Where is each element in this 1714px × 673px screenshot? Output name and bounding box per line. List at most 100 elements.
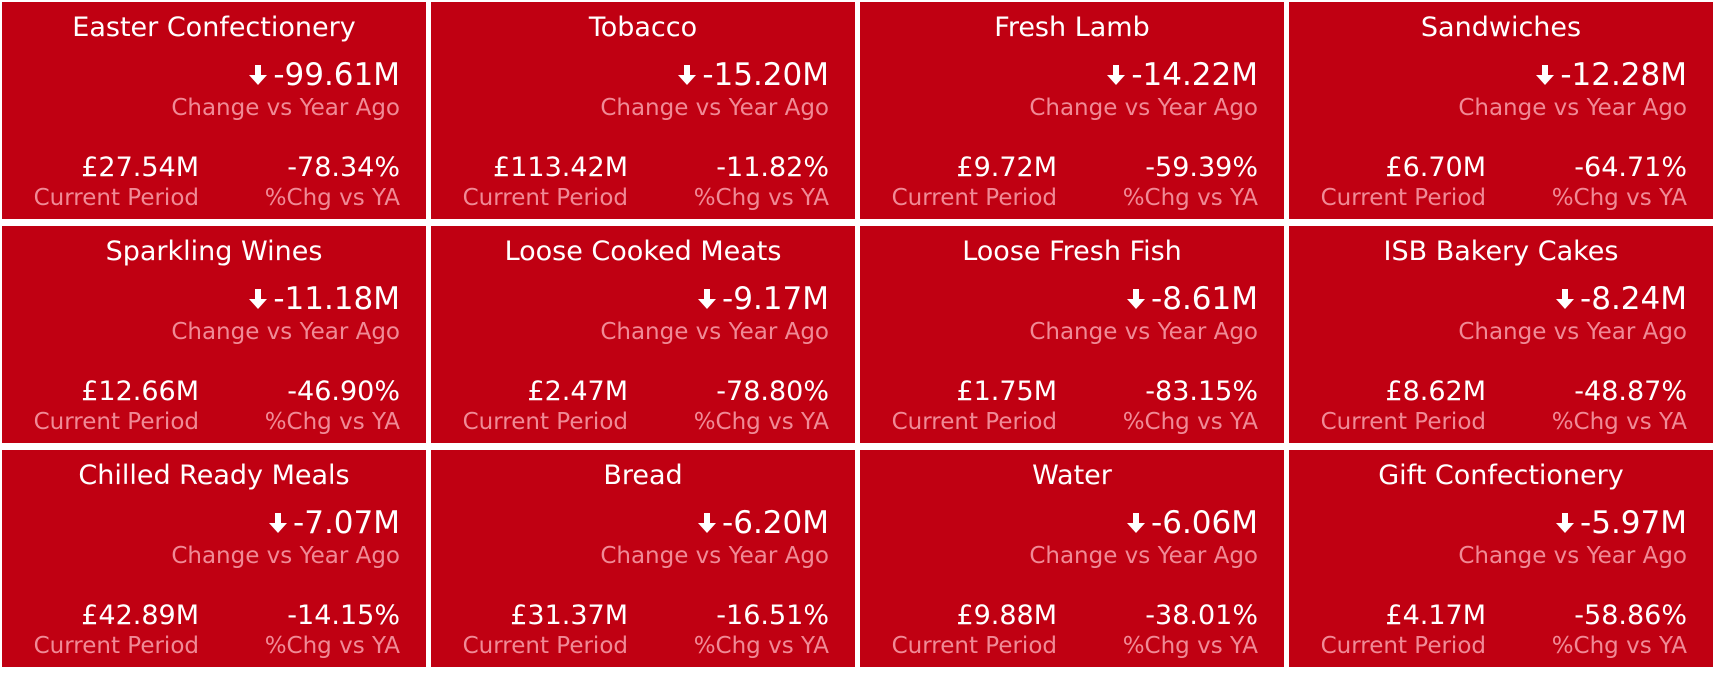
card-title: Gift Confectionery: [1378, 460, 1624, 491]
kpi-card[interactable]: Sandwiches -12.28M Change vs Year Ago £6…: [1289, 2, 1713, 219]
change-value: -11.18M: [273, 281, 400, 317]
pct-change-value: -64.71%: [1574, 152, 1687, 183]
current-period-caption: Current Period: [891, 185, 1057, 211]
pct-change-metric: -58.86% %Chg vs YA: [1552, 600, 1687, 660]
change-caption: Change vs Year Ago: [171, 543, 400, 569]
current-period-caption: Current Period: [462, 185, 628, 211]
kpi-card[interactable]: Loose Fresh Fish -8.61M Change vs Year A…: [860, 226, 1284, 443]
change-value: -14.22M: [1131, 57, 1258, 93]
current-period-caption: Current Period: [1320, 409, 1486, 435]
card-title: Tobacco: [588, 12, 698, 43]
kpi-card[interactable]: Fresh Lamb -14.22M Change vs Year Ago £9…: [860, 2, 1284, 219]
card-title: Loose Cooked Meats: [504, 236, 782, 267]
change-value: -15.20M: [702, 57, 829, 93]
change-value: -99.61M: [273, 57, 400, 93]
current-period-metric: £31.37M Current Period: [463, 600, 628, 660]
card-title: Fresh Lamb: [994, 12, 1150, 43]
pct-change-metric: -83.15% %Chg vs YA: [1123, 376, 1258, 436]
current-period-caption: Current Period: [1320, 633, 1486, 659]
pct-change-metric: -46.90% %Chg vs YA: [265, 376, 400, 436]
kpi-card[interactable]: Chilled Ready Meals -7.07M Change vs Yea…: [2, 450, 426, 667]
current-period-value: £1.75M: [956, 376, 1057, 407]
change-row: -12.28M: [1536, 55, 1687, 95]
current-period-value: £42.89M: [81, 600, 199, 631]
arrow-down-icon: [249, 288, 268, 310]
current-period-caption: Current Period: [33, 409, 199, 435]
pct-change-value: -16.51%: [716, 600, 829, 631]
pct-change-caption: %Chg vs YA: [1551, 633, 1687, 659]
current-period-value: £2.47M: [527, 376, 628, 407]
current-period-value: £9.88M: [956, 600, 1057, 631]
pct-change-caption: %Chg vs YA: [264, 409, 400, 435]
pct-change-value: -83.15%: [1145, 376, 1258, 407]
arrow-down-icon: [698, 512, 717, 534]
current-period-caption: Current Period: [33, 633, 199, 659]
arrow-down-icon: [1127, 288, 1146, 310]
pct-change-caption: %Chg vs YA: [1551, 409, 1687, 435]
current-period-value: £12.66M: [81, 376, 199, 407]
change-value: -9.17M: [722, 281, 829, 317]
pct-change-caption: %Chg vs YA: [693, 185, 829, 211]
current-period-caption: Current Period: [33, 185, 199, 211]
pct-change-value: -46.90%: [287, 376, 400, 407]
current-period-value: £113.42M: [493, 152, 628, 183]
card-title: Sandwiches: [1420, 12, 1582, 43]
change-caption: Change vs Year Ago: [1029, 543, 1258, 569]
kpi-card[interactable]: Gift Confectionery -5.97M Change vs Year…: [1289, 450, 1713, 667]
change-row: -15.20M: [678, 55, 829, 95]
pct-change-value: -78.80%: [716, 376, 829, 407]
pct-change-value: -48.87%: [1574, 376, 1687, 407]
arrow-down-icon: [1556, 512, 1575, 534]
change-row: -6.20M: [698, 503, 829, 543]
change-row: -7.07M: [269, 503, 400, 543]
current-period-value: £6.70M: [1385, 152, 1486, 183]
change-value: -6.06M: [1151, 505, 1258, 541]
kpi-card[interactable]: Loose Cooked Meats -9.17M Change vs Year…: [431, 226, 855, 443]
change-row: -9.17M: [698, 279, 829, 319]
pct-change-caption: %Chg vs YA: [1551, 185, 1687, 211]
current-period-metric: £9.88M Current Period: [892, 600, 1057, 660]
current-period-metric: £6.70M Current Period: [1321, 152, 1486, 212]
current-period-metric: £8.62M Current Period: [1321, 376, 1486, 436]
pct-change-caption: %Chg vs YA: [1122, 409, 1258, 435]
current-period-metric: £1.75M Current Period: [892, 376, 1057, 436]
current-period-caption: Current Period: [462, 633, 628, 659]
current-period-metric: £4.17M Current Period: [1321, 600, 1486, 660]
pct-change-value: -58.86%: [1574, 600, 1687, 631]
change-caption: Change vs Year Ago: [600, 319, 829, 345]
arrow-down-icon: [1127, 512, 1146, 534]
kpi-card[interactable]: ISB Bakery Cakes -8.24M Change vs Year A…: [1289, 226, 1713, 443]
pct-change-caption: %Chg vs YA: [693, 633, 829, 659]
pct-change-caption: %Chg vs YA: [1122, 185, 1258, 211]
arrow-down-icon: [1536, 64, 1555, 86]
pct-change-metric: -16.51% %Chg vs YA: [694, 600, 829, 660]
current-period-caption: Current Period: [462, 409, 628, 435]
kpi-card[interactable]: Easter Confectionery -99.61M Change vs Y…: [2, 2, 426, 219]
arrow-down-icon: [249, 64, 268, 86]
pct-change-caption: %Chg vs YA: [1122, 633, 1258, 659]
card-title: Chilled Ready Meals: [78, 460, 350, 491]
current-period-value: £27.54M: [81, 152, 199, 183]
current-period-value: £9.72M: [956, 152, 1057, 183]
change-row: -6.06M: [1127, 503, 1258, 543]
card-title: Bread: [603, 460, 683, 491]
pct-change-metric: -59.39% %Chg vs YA: [1123, 152, 1258, 212]
pct-change-value: -59.39%: [1145, 152, 1258, 183]
change-caption: Change vs Year Ago: [600, 543, 829, 569]
kpi-card[interactable]: Bread -6.20M Change vs Year Ago £31.37M …: [431, 450, 855, 667]
change-caption: Change vs Year Ago: [1458, 319, 1687, 345]
pct-change-value: -11.82%: [716, 152, 829, 183]
current-period-metric: £27.54M Current Period: [34, 152, 199, 212]
arrow-down-icon: [1556, 288, 1575, 310]
arrow-down-icon: [1107, 64, 1126, 86]
pct-change-metric: -78.80% %Chg vs YA: [694, 376, 829, 436]
change-row: -8.61M: [1127, 279, 1258, 319]
kpi-card[interactable]: Water -6.06M Change vs Year Ago £9.88M C…: [860, 450, 1284, 667]
change-value: -12.28M: [1560, 57, 1687, 93]
change-caption: Change vs Year Ago: [1458, 543, 1687, 569]
kpi-card[interactable]: Sparkling Wines -11.18M Change vs Year A…: [2, 226, 426, 443]
arrow-down-icon: [678, 64, 697, 86]
change-value: -8.61M: [1151, 281, 1258, 317]
kpi-card[interactable]: Tobacco -15.20M Change vs Year Ago £113.…: [431, 2, 855, 219]
